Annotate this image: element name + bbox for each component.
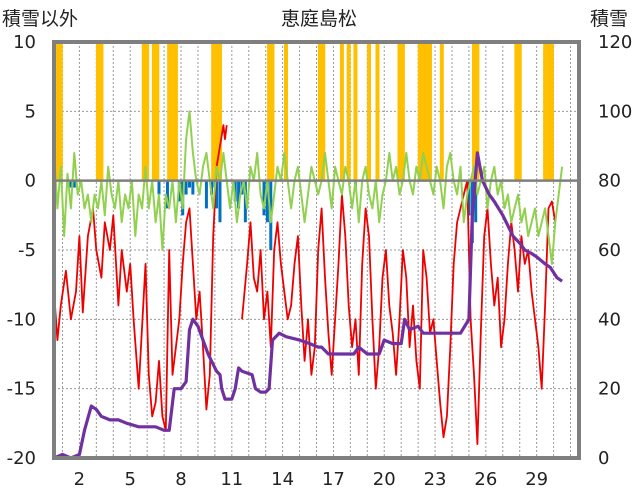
- wind-line: [53, 110, 564, 265]
- right-y-tick-label: 40: [598, 309, 621, 330]
- positive-bar: [543, 42, 548, 181]
- snow_depth-line: [53, 151, 564, 460]
- right-y-tick-label: 0: [598, 448, 609, 469]
- positive-bar: [472, 42, 476, 181]
- plot-frame: [52, 40, 581, 460]
- negative-bar: [474, 180, 478, 223]
- positive-bar: [141, 42, 146, 181]
- x-tick-label: 11: [220, 469, 243, 490]
- negative-bar: [69, 180, 73, 188]
- x-tick-label: 26: [474, 469, 497, 490]
- negative-bar: [157, 180, 161, 195]
- left-y-ticks: 10 5 0 -5 -10 -15 -20: [7, 32, 36, 469]
- positive-bar: [99, 42, 104, 181]
- x-tick-label: 23: [424, 469, 447, 490]
- negative-bar: [467, 180, 471, 216]
- right-y-tick-label: 20: [598, 379, 621, 400]
- positive-bar: [317, 42, 322, 181]
- negative-bar: [187, 180, 191, 188]
- positive-bar: [270, 42, 275, 181]
- positive-bar: [397, 42, 402, 181]
- positive-bar: [346, 42, 351, 181]
- x-tick-label: 17: [322, 469, 345, 490]
- positive-bar: [267, 42, 272, 181]
- x-tick-label: 2: [74, 469, 85, 490]
- x-tick-label: 20: [373, 469, 396, 490]
- positive-bar: [217, 42, 222, 181]
- negative-bar: [218, 180, 222, 223]
- line-series: [53, 110, 564, 460]
- positive-bar: [96, 42, 101, 181]
- positive-bar: [546, 42, 551, 181]
- temperature-line: [241, 179, 557, 445]
- positive-bar: [367, 42, 371, 181]
- negative-bar: [265, 180, 269, 223]
- left-axis-title: 積雪以外: [2, 8, 78, 30]
- positive-bar: [549, 42, 554, 181]
- positive-bar: [439, 42, 444, 181]
- left-y-tick-label: -15: [7, 379, 36, 400]
- negative-bar: [72, 180, 76, 188]
- x-ticks: 2 5 8 11 14 17 20 23 26 29: [74, 469, 548, 490]
- positive-bar: [55, 42, 60, 181]
- left-y-tick-label: -20: [7, 448, 36, 469]
- negative-bar: [204, 180, 208, 209]
- left-y-tick-label: -5: [18, 240, 36, 261]
- right-y-tick-label: 120: [598, 32, 632, 53]
- positive-bar: [284, 42, 289, 181]
- positive-bar: [321, 42, 326, 181]
- gridlines: [54, 42, 579, 458]
- negative-bar: [262, 180, 266, 216]
- left-y-tick-label: 0: [25, 171, 36, 192]
- right-y-tick-label: 80: [598, 171, 621, 192]
- x-tick-label: 29: [525, 469, 548, 490]
- positive-bar: [58, 42, 63, 181]
- x-tick-label: 5: [124, 469, 135, 490]
- positive-bar: [151, 42, 156, 181]
- negative-bar: [237, 180, 241, 209]
- negative-bar: [215, 180, 219, 209]
- right-y-ticks: 120 100 80 60 40 20 0: [598, 32, 632, 469]
- positive-bar: [517, 42, 522, 181]
- positive-bar: [475, 42, 480, 181]
- left-y-tick-label: -10: [7, 309, 36, 330]
- positive-bar: [211, 42, 216, 181]
- x-tick-label: 14: [271, 469, 294, 490]
- positive-bar: [170, 42, 175, 181]
- positive-bar: [155, 42, 160, 181]
- positive-bar: [339, 42, 344, 181]
- negative-bar: [165, 180, 169, 209]
- positive-bar: [167, 42, 172, 181]
- positive-bar: [145, 42, 150, 181]
- positive-bar: [353, 42, 358, 181]
- temperature-line: [53, 124, 228, 432]
- positive-bar: [400, 42, 405, 181]
- right-axis-title: 積雪: [590, 8, 628, 30]
- negative-bar: [184, 180, 188, 195]
- positive-bar: [421, 42, 426, 181]
- negative-bar: [191, 180, 195, 195]
- left-y-tick-label: 10: [13, 32, 36, 53]
- positive-bar: [173, 42, 178, 181]
- x-tick-label: 8: [175, 469, 186, 490]
- positive-bar: [417, 42, 422, 181]
- positive-bar: [424, 42, 429, 181]
- left-y-tick-label: 5: [25, 101, 36, 122]
- positive-bar: [375, 42, 380, 181]
- right-y-tick-label: 60: [598, 240, 621, 261]
- positive-bar: [214, 42, 219, 181]
- chart-title: 恵庭島松: [281, 8, 357, 30]
- positive-bar: [427, 42, 432, 181]
- right-y-tick-label: 100: [598, 101, 632, 122]
- positive-bar: [514, 42, 519, 181]
